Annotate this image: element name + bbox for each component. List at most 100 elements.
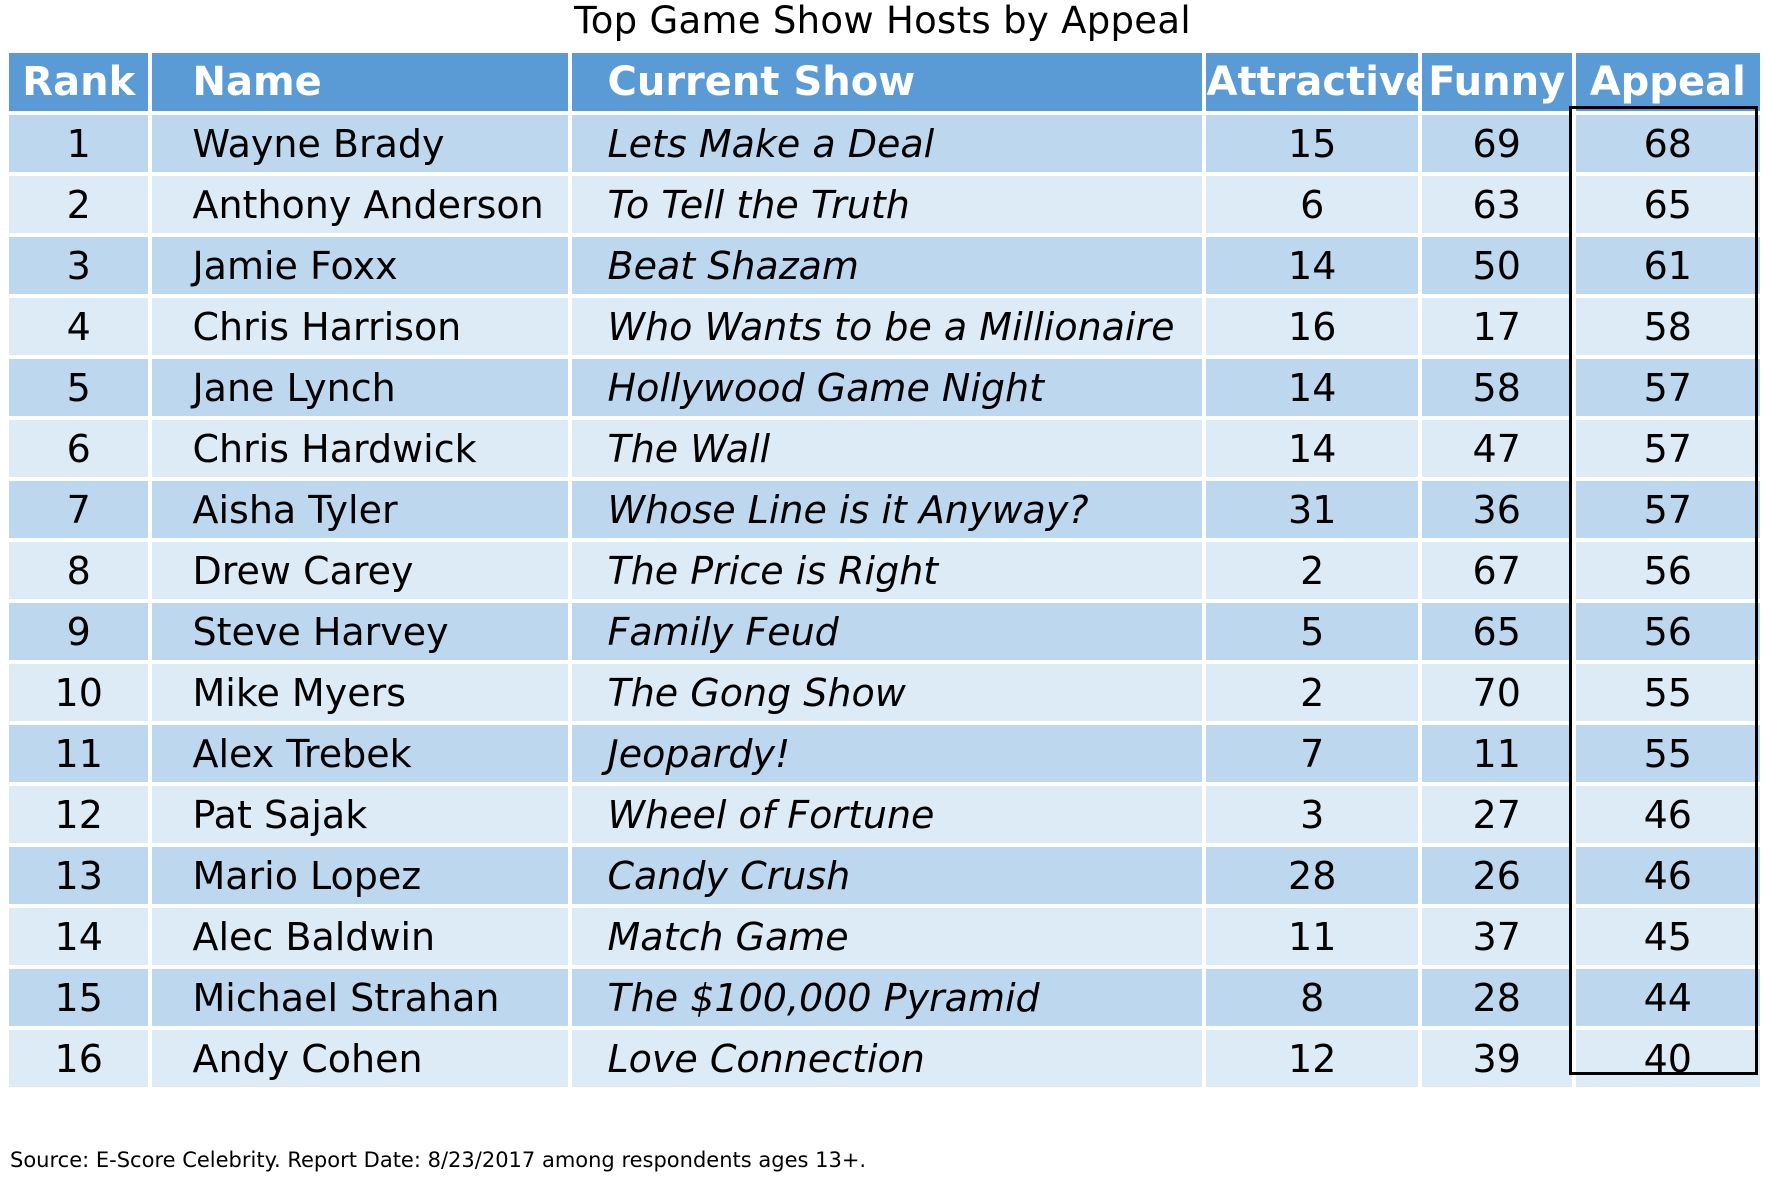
name-cell: Drew Carey	[152, 542, 568, 599]
name-cell: Chris Harrison	[152, 298, 568, 355]
attractive-cell: 7	[1206, 725, 1418, 782]
table-row: 9 Steve Harvey Family Feud 5 65 56	[9, 603, 1760, 660]
rank-cell: 2	[9, 176, 149, 233]
attractive-cell: 16	[1206, 298, 1418, 355]
table-row: 14 Alec Baldwin Match Game 11 37 45	[9, 908, 1760, 965]
table-row: 1 Wayne Brady Lets Make a Deal 15 69 68	[9, 115, 1760, 172]
funny-cell: 37	[1421, 908, 1572, 965]
attractive-cell: 31	[1206, 481, 1418, 538]
rank-cell: 13	[9, 847, 149, 904]
current-show-cell: Whose Line is it Anyway?	[571, 481, 1203, 538]
appeal-cell: 68	[1575, 115, 1760, 172]
appeal-cell: 57	[1575, 359, 1760, 416]
column-header-rank: Rank	[9, 53, 149, 111]
appeal-cell: 56	[1575, 542, 1760, 599]
name-cell: Alec Baldwin	[152, 908, 568, 965]
funny-cell: 65	[1421, 603, 1572, 660]
name-cell: Aisha Tyler	[152, 481, 568, 538]
name-cell: Michael Strahan	[152, 969, 568, 1026]
current-show-cell: The Wall	[571, 420, 1203, 477]
appeal-cell: 57	[1575, 481, 1760, 538]
rank-cell: 3	[9, 237, 149, 294]
name-cell: Steve Harvey	[152, 603, 568, 660]
table-row: 12 Pat Sajak Wheel of Fortune 3 27 46	[9, 786, 1760, 843]
current-show-cell: Hollywood Game Night	[571, 359, 1203, 416]
rank-cell: 9	[9, 603, 149, 660]
current-show-cell: Who Wants to be a Millionaire	[571, 298, 1203, 355]
appeal-cell: 55	[1575, 725, 1760, 782]
rank-cell: 4	[9, 298, 149, 355]
column-header-attractive: Attractive	[1206, 53, 1418, 111]
appeal-cell: 56	[1575, 603, 1760, 660]
table-row: 7 Aisha Tyler Whose Line is it Anyway? 31 36…	[9, 481, 1760, 538]
rank-cell: 15	[9, 969, 149, 1026]
attractive-cell: 6	[1206, 176, 1418, 233]
funny-cell: 67	[1421, 542, 1572, 599]
funny-cell: 36	[1421, 481, 1572, 538]
name-cell: Andy Cohen	[152, 1030, 568, 1087]
rank-cell: 6	[9, 420, 149, 477]
appeal-cell: 46	[1575, 847, 1760, 904]
attractive-cell: 28	[1206, 847, 1418, 904]
attractive-cell: 3	[1206, 786, 1418, 843]
funny-cell: 50	[1421, 237, 1572, 294]
attractive-cell: 12	[1206, 1030, 1418, 1087]
appeal-cell: 44	[1575, 969, 1760, 1026]
rank-cell: 12	[9, 786, 149, 843]
column-header-funny: Funny	[1421, 53, 1572, 111]
appeal-cell: 46	[1575, 786, 1760, 843]
current-show-cell: Family Feud	[571, 603, 1203, 660]
column-header-current-show: Current Show	[571, 53, 1203, 111]
funny-cell: 17	[1421, 298, 1572, 355]
current-show-cell: The Price is Right	[571, 542, 1203, 599]
funny-cell: 27	[1421, 786, 1572, 843]
name-cell: Mike Myers	[152, 664, 568, 721]
table-row: 3 Jamie Foxx Beat Shazam 14 50 61	[9, 237, 1760, 294]
table-row: 6 Chris Hardwick The Wall 14 47 57	[9, 420, 1760, 477]
table-row: 8 Drew Carey The Price is Right 2 67 56	[9, 542, 1760, 599]
hosts-table: Rank Name Current Show Attractive Funny …	[5, 49, 1764, 1091]
attractive-cell: 2	[1206, 664, 1418, 721]
rank-cell: 11	[9, 725, 149, 782]
appeal-cell: 45	[1575, 908, 1760, 965]
funny-cell: 70	[1421, 664, 1572, 721]
funny-cell: 26	[1421, 847, 1572, 904]
table-body: 1 Wayne Brady Lets Make a Deal 15 69 68 2 Antho…	[9, 115, 1760, 1087]
current-show-cell: Love Connection	[571, 1030, 1203, 1087]
funny-cell: 63	[1421, 176, 1572, 233]
funny-cell: 69	[1421, 115, 1572, 172]
appeal-cell: 58	[1575, 298, 1760, 355]
chart-title: Top Game Show Hosts by Appeal	[574, 0, 1191, 42]
current-show-cell: Beat Shazam	[571, 237, 1203, 294]
column-header-appeal: Appeal	[1575, 53, 1760, 111]
appeal-cell: 57	[1575, 420, 1760, 477]
current-show-cell: The $100,000 Pyramid	[571, 969, 1203, 1026]
attractive-cell: 5	[1206, 603, 1418, 660]
appeal-cell: 65	[1575, 176, 1760, 233]
name-cell: Mario Lopez	[152, 847, 568, 904]
attractive-cell: 2	[1206, 542, 1418, 599]
rank-cell: 1	[9, 115, 149, 172]
rank-cell: 7	[9, 481, 149, 538]
table-row: 4 Chris Harrison Who Wants to be a Million…	[9, 298, 1760, 355]
name-cell: Jamie Foxx	[152, 237, 568, 294]
table-row: 16 Andy Cohen Love Connection 12 39 40	[9, 1030, 1760, 1087]
funny-cell: 28	[1421, 969, 1572, 1026]
attractive-cell: 14	[1206, 237, 1418, 294]
attractive-cell: 8	[1206, 969, 1418, 1026]
current-show-cell: Match Game	[571, 908, 1203, 965]
rank-cell: 5	[9, 359, 149, 416]
current-show-cell: To Tell the Truth	[571, 176, 1203, 233]
name-cell: Pat Sajak	[152, 786, 568, 843]
table-row: 5 Jane Lynch Hollywood Game Night 14 58 57	[9, 359, 1760, 416]
current-show-cell: Candy Crush	[571, 847, 1203, 904]
rank-cell: 16	[9, 1030, 149, 1087]
name-cell: Jane Lynch	[152, 359, 568, 416]
attractive-cell: 14	[1206, 359, 1418, 416]
funny-cell: 11	[1421, 725, 1572, 782]
table-row: 13 Mario Lopez Candy Crush 28 26 46	[9, 847, 1760, 904]
current-show-cell: Jeopardy!	[571, 725, 1203, 782]
appeal-cell: 40	[1575, 1030, 1760, 1087]
table-row: 2 Anthony Anderson To Tell the Truth 6 63 65	[9, 176, 1760, 233]
current-show-cell: The Gong Show	[571, 664, 1203, 721]
